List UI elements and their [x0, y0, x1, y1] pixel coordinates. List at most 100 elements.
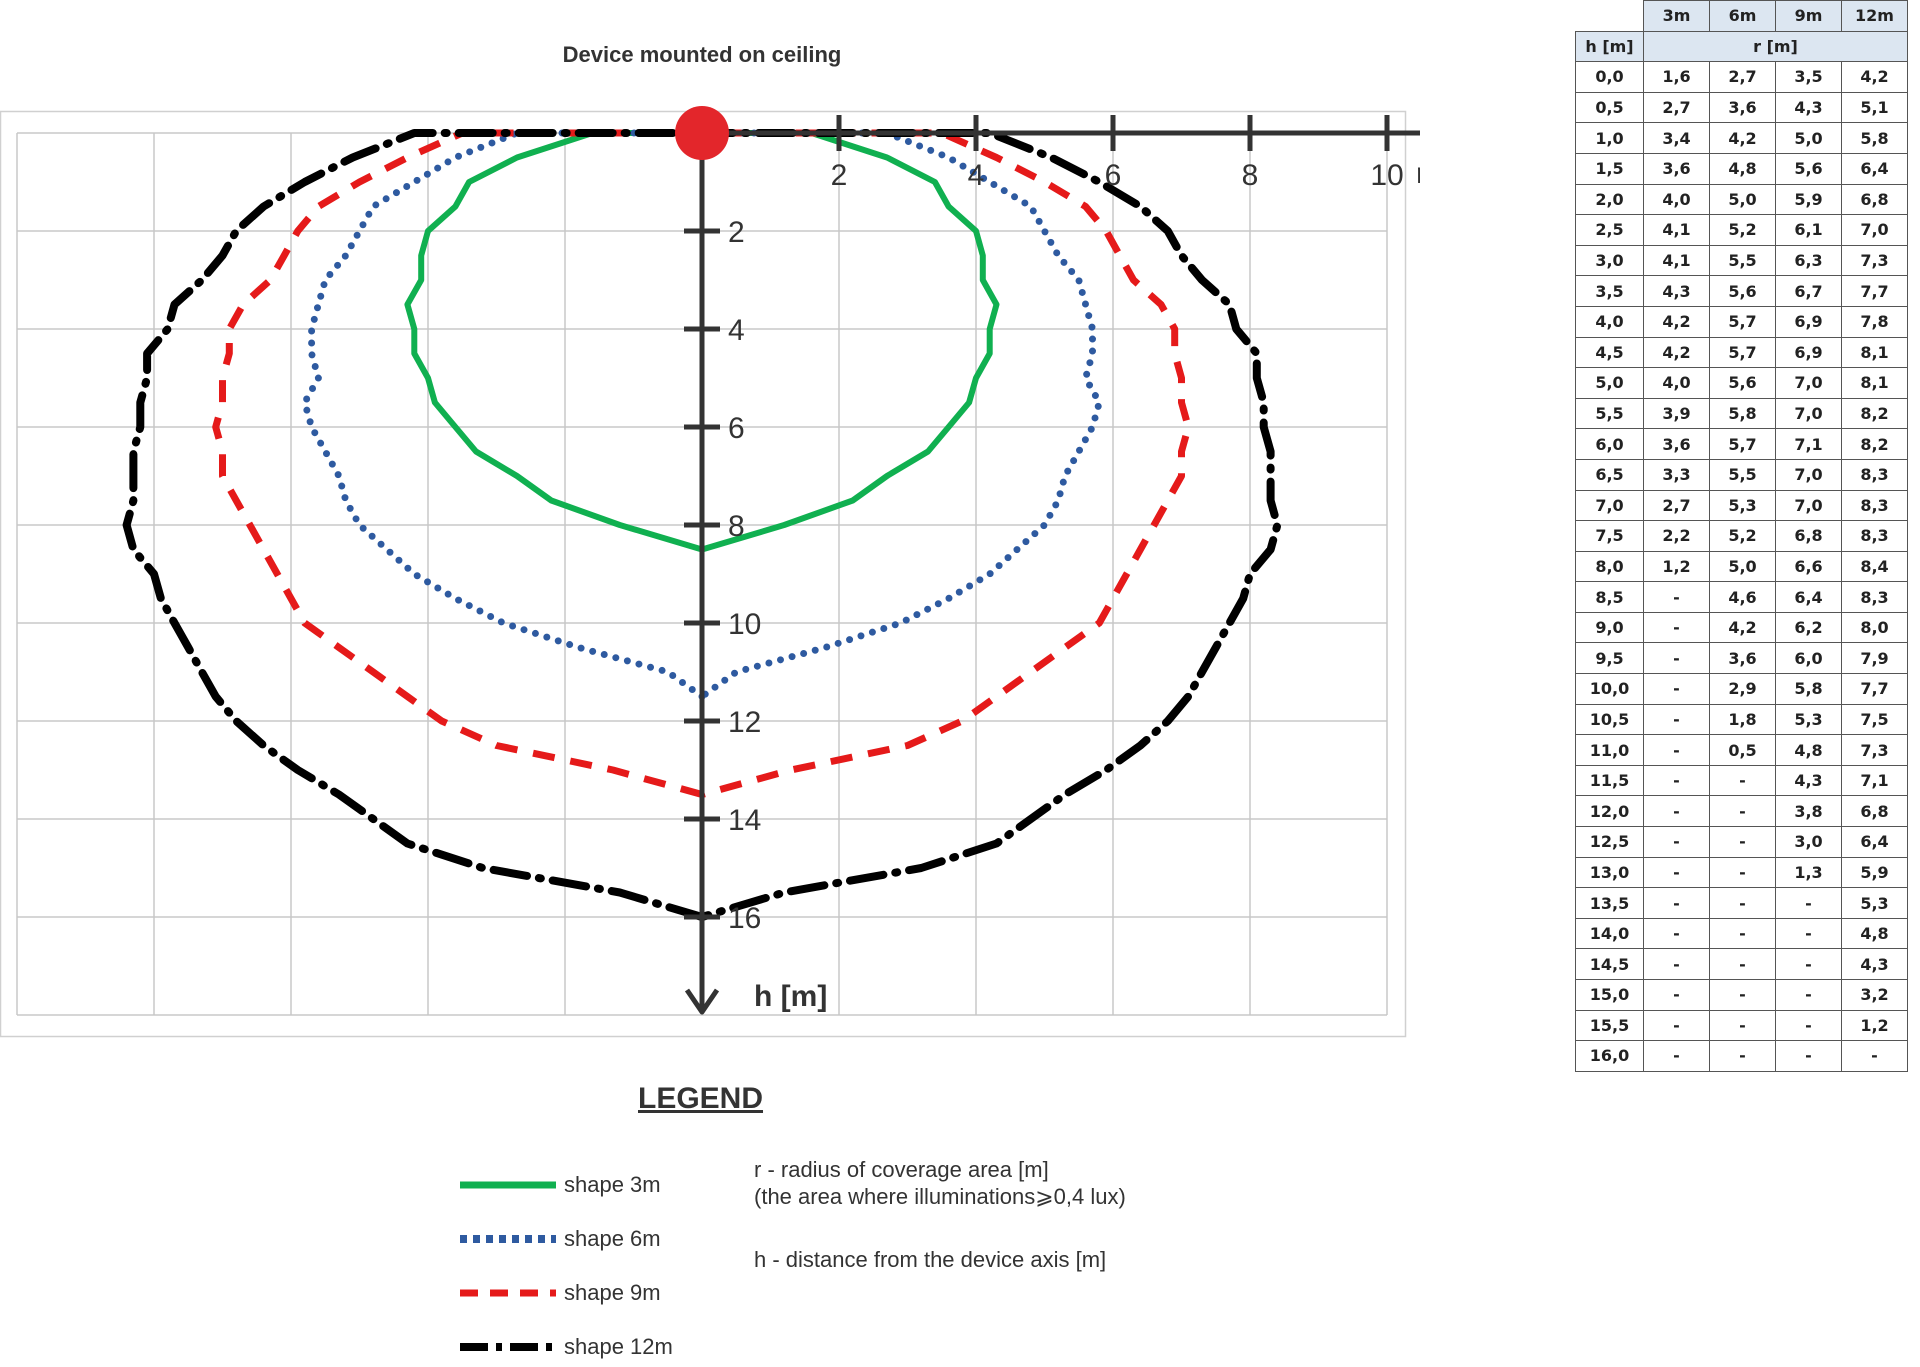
y-tick-label: 16	[728, 902, 761, 935]
table-cell: 5,0	[1775, 122, 1842, 154]
table-cell: 7,0	[1775, 489, 1842, 522]
col-header-3m: 3m	[1643, 0, 1710, 32]
table-cell: 6,8	[1775, 520, 1842, 552]
table-cell: 5,8	[1841, 122, 1908, 154]
table-cell: 4,2	[1643, 305, 1710, 338]
table-row: 2,5 4,1 5,2 6,1 7,0	[1575, 214, 1908, 246]
table-cell: 4,2	[1709, 611, 1776, 644]
table-cell: 8,2	[1841, 428, 1908, 460]
table-row: 1,5 3,6 4,8 5,6 6,4	[1575, 152, 1908, 185]
legend-swatch-6m	[460, 1235, 556, 1243]
col-header-12m: 12m	[1841, 0, 1908, 32]
legend: LEGEND shape 3m shape 6m shape 9m shape …	[0, 1070, 1400, 1359]
table-cell: -	[1709, 1009, 1776, 1042]
table-cell: 4,3	[1841, 948, 1908, 980]
note-r-detail: (the area where illuminations⩾0,4 lux)	[754, 1184, 1126, 1209]
table-cell: -	[1643, 795, 1710, 828]
table-row: 11,5- -4,3 7,1	[1575, 764, 1908, 797]
table-cell: 5,2	[1709, 214, 1776, 246]
table-cell-h: 5,0	[1575, 367, 1644, 399]
table-cell-h: 0,0	[1575, 61, 1644, 93]
table-body: 0,0 1,6 2,7 3,5 4,2 0,5 2,7 3,6 4,3 5,1 1,0 3,4 4,2 5…	[1575, 61, 1908, 1072]
group-label: r [m]	[1643, 30, 1908, 63]
table-cell: 8,3	[1841, 520, 1908, 552]
table-row: 9,0-4,2 6,2 8,0	[1575, 611, 1908, 644]
table-row: 8,0 1,2 5,0 6,6 8,4	[1575, 550, 1908, 583]
table-cell: 3,2	[1841, 979, 1908, 1011]
table-cell: 6,0	[1775, 642, 1842, 675]
table-cell: 4,2	[1643, 336, 1710, 369]
table-cell: 5,6	[1709, 367, 1776, 399]
table-row: 13,5- - -5,3	[1575, 887, 1908, 919]
table-cell: 7,3	[1841, 244, 1908, 277]
table-cell-h: 10,5	[1575, 703, 1644, 736]
table-cell: 8,3	[1841, 458, 1908, 491]
table-cell: 5,5	[1709, 244, 1776, 277]
table-cell: 3,5	[1775, 61, 1842, 93]
table-row: 11,0-0,5 4,8 7,3	[1575, 734, 1908, 766]
table-cell: 6,8	[1841, 183, 1908, 216]
table-cell-h: 6,0	[1575, 428, 1644, 460]
table-cell: 6,2	[1775, 611, 1842, 644]
table-cell: -	[1775, 1040, 1842, 1072]
table-cell: 7,0	[1775, 458, 1842, 491]
table-row: 9,5-3,6 6,0 7,9	[1575, 642, 1908, 675]
table-row: 5,0 4,0 5,6 7,0 8,1	[1575, 367, 1908, 399]
table-cell: 6,9	[1775, 336, 1842, 369]
table-cell: 6,4	[1775, 581, 1842, 613]
table-cell: 5,3	[1709, 489, 1776, 522]
legend-swatch-9m	[460, 1289, 556, 1297]
table-cell: 4,8	[1775, 734, 1842, 766]
table-cell: 5,8	[1775, 673, 1842, 705]
table-cell: 4,0	[1643, 183, 1710, 216]
table-cell: 2,9	[1709, 673, 1776, 705]
table-cell: 6,7	[1775, 275, 1842, 307]
legend-swatch-3m	[460, 1181, 556, 1189]
table-cell: 3,4	[1643, 122, 1710, 154]
table-cell: 5,3	[1775, 703, 1842, 736]
table-cell: 5,8	[1709, 397, 1776, 430]
table-cell: 5,9	[1841, 856, 1908, 889]
table-cell-h: 14,0	[1575, 917, 1644, 950]
table-cell: 5,7	[1709, 428, 1776, 460]
table-cell: -	[1709, 948, 1776, 980]
chart-title: Device mounted on ceiling	[563, 42, 842, 67]
table-row: 12,0- -3,8 6,8	[1575, 795, 1908, 828]
table-cell: 3,8	[1775, 795, 1842, 828]
table-cell: 4,8	[1709, 152, 1776, 185]
table-cell: 5,6	[1709, 275, 1776, 307]
table-cell: -	[1643, 703, 1710, 736]
table-row: 4,0 4,2 5,7 6,9 7,8	[1575, 305, 1908, 338]
table-cell-h: 11,0	[1575, 734, 1644, 766]
table-row: 1,0 3,4 4,2 5,0 5,8	[1575, 122, 1908, 154]
y-tick-label: 8	[728, 510, 745, 543]
table-cell: 3,6	[1643, 152, 1710, 185]
table-cell-h: 12,5	[1575, 826, 1644, 858]
table-cell: -	[1709, 764, 1776, 797]
table-cell-h: 2,0	[1575, 183, 1644, 216]
note-r: r - radius of coverage area [m]	[754, 1157, 1049, 1182]
table-cell: -	[1643, 1040, 1710, 1072]
table-row: 10,5-1,8 5,3 7,5	[1575, 703, 1908, 736]
table-row: 0,5 2,7 3,6 4,3 5,1	[1575, 91, 1908, 124]
table-cell: 6,4	[1841, 826, 1908, 858]
table-cell: 5,3	[1841, 887, 1908, 919]
table-cell-h: 13,0	[1575, 856, 1644, 889]
table-cell: 8,3	[1841, 489, 1908, 522]
table-cell: 8,4	[1841, 550, 1908, 583]
table-header-row: 3m 6m 9m 12m	[1576, 0, 1908, 32]
table-cell-h: 14,5	[1575, 948, 1644, 980]
table-cell: 1,3	[1775, 856, 1842, 889]
table-cell: 7,0	[1841, 214, 1908, 246]
table-cell: 7,0	[1775, 367, 1842, 399]
table-cell: 7,5	[1841, 703, 1908, 736]
table-cell: -	[1643, 1009, 1710, 1042]
legend-item-6m: shape 6m	[458, 1219, 661, 1259]
table-cell: -	[1775, 948, 1842, 980]
table-cell: 4,2	[1709, 122, 1776, 154]
table-cell: 1,2	[1643, 550, 1710, 583]
table-cell: 3,9	[1643, 397, 1710, 430]
table-row: 13,0- -1,3 5,9	[1575, 856, 1908, 889]
table-cell: 8,3	[1841, 581, 1908, 613]
table-cell: 8,0	[1841, 611, 1908, 644]
